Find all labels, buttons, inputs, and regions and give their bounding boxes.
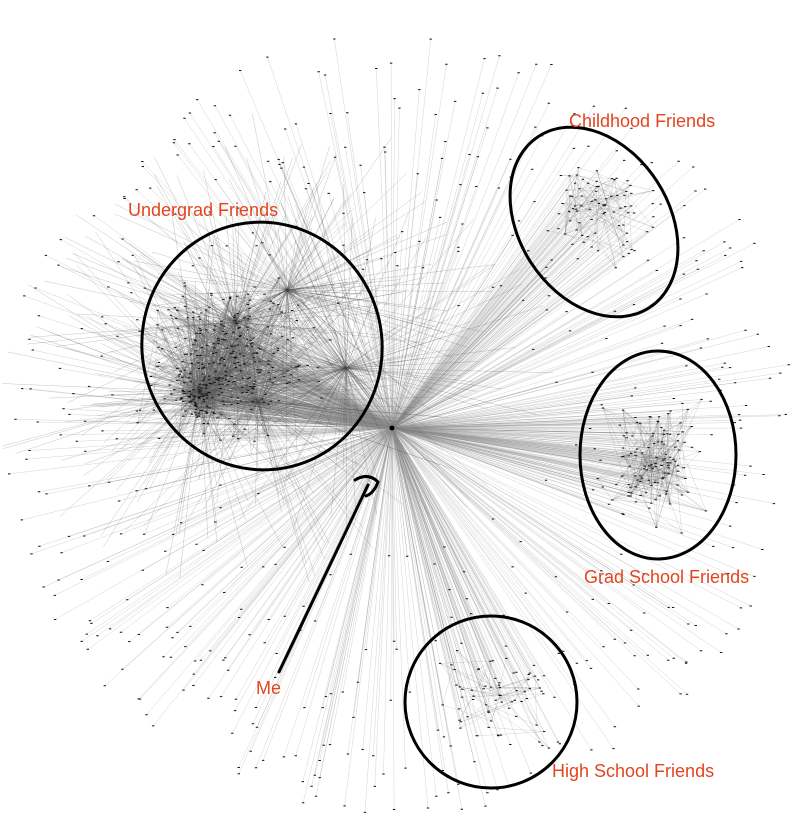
hub-edges — [9, 38, 789, 813]
me-label: Me — [256, 678, 281, 698]
grad-edges — [597, 399, 707, 534]
undergrad-hub-edges — [2, 112, 554, 583]
undergrad-edges — [137, 277, 331, 442]
undergrad-friends-label: Undergrad Friends — [128, 200, 278, 220]
childhood-friends-label: Childhood Friends — [569, 111, 715, 131]
childhood-friends-outline — [508, 125, 680, 319]
me-node — [389, 425, 395, 431]
undergrad-friends-outline — [140, 220, 384, 472]
high-school-friends-outline — [403, 614, 579, 790]
me-pointer-arrowhead — [353, 475, 380, 498]
node-layer — [8, 38, 790, 813]
high-school-friends-label: High School Friends — [552, 761, 714, 781]
grad-school-friends-label: Grad School Friends — [584, 567, 749, 587]
graph-nodes — [8, 38, 790, 813]
high-school-edges — [439, 650, 550, 749]
grad-school-friends-outline — [578, 349, 738, 561]
me-pointer-arrow — [277, 483, 370, 674]
edge-layer — [2, 38, 789, 813]
